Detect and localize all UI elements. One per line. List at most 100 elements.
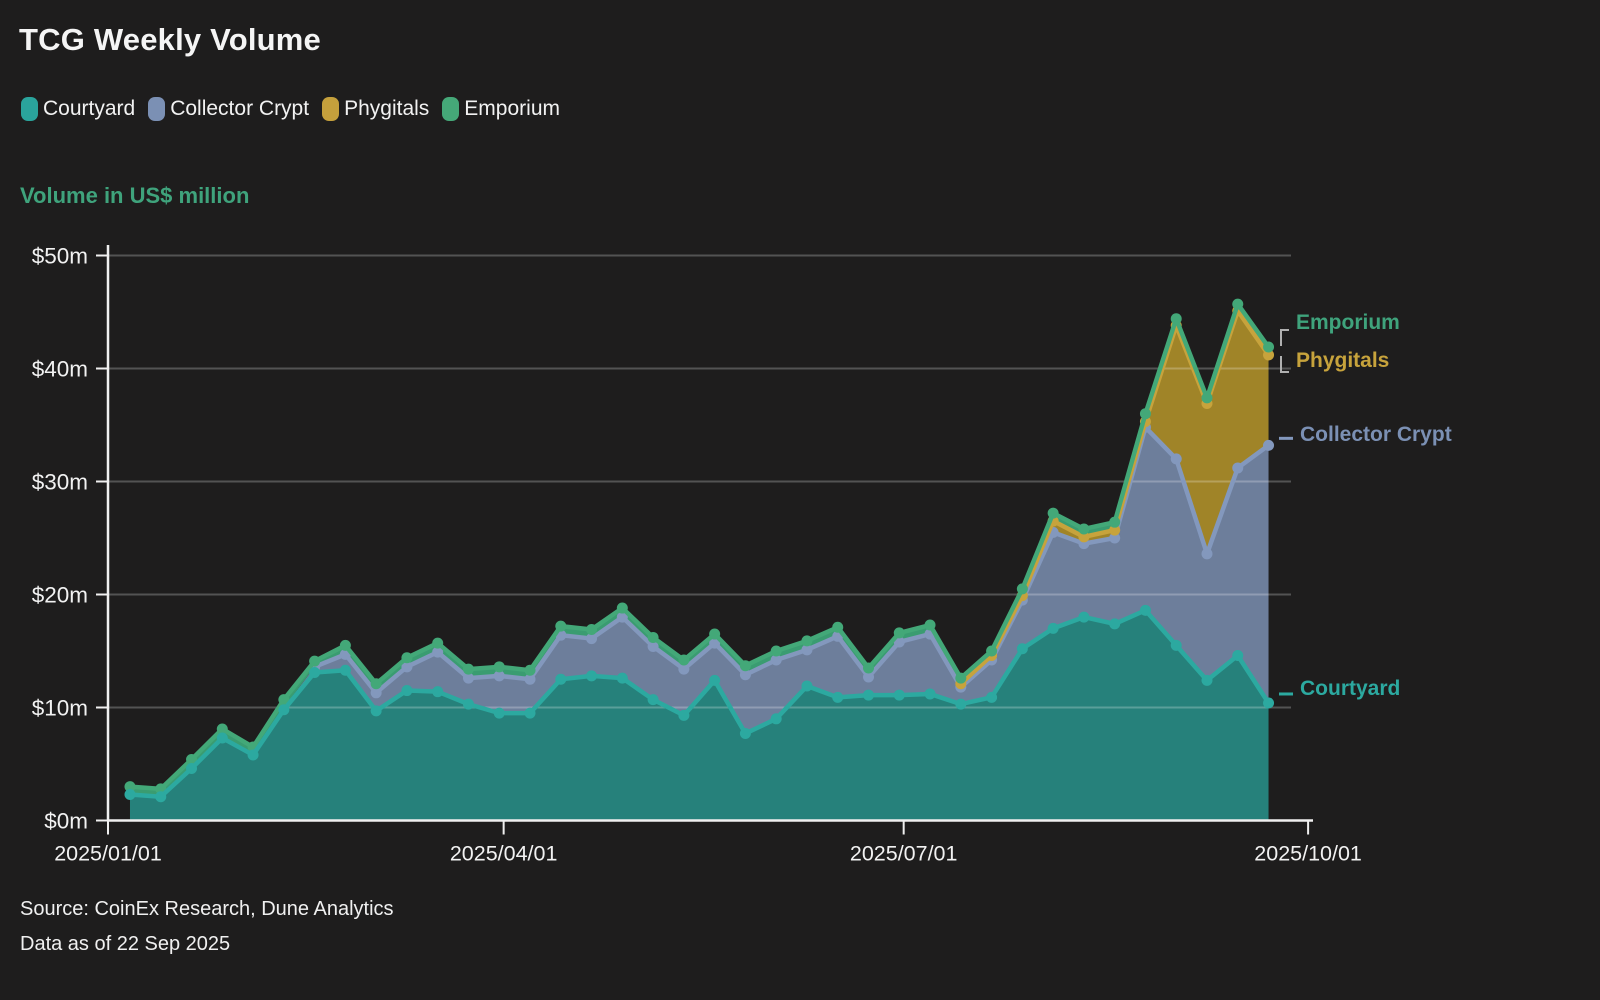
legend-item-courtyard[interactable]: Courtyard: [21, 97, 135, 121]
point-collector-crypt: [616, 611, 628, 623]
series-end-label-courtyard: Courtyard: [1300, 677, 1401, 700]
point-courtyard: [1170, 639, 1182, 651]
point-courtyard: [924, 688, 936, 700]
point-collector-crypt: [432, 646, 444, 658]
y-tick-label: $10m: [32, 696, 88, 721]
line-emporium: [127, 301, 1271, 792]
point-courtyard: [247, 749, 259, 761]
point-collector-crypt: [493, 670, 505, 682]
point-collector-crypt: [709, 637, 721, 649]
point-emporium: [186, 753, 198, 765]
point-phygitals: [1263, 349, 1275, 361]
point-emporium: [924, 619, 936, 631]
point-courtyard: [770, 713, 782, 725]
point-courtyard: [462, 698, 474, 710]
point-courtyard: [986, 691, 998, 703]
point-emporium: [647, 631, 659, 643]
phygitals-bracket: [1280, 355, 1289, 373]
x-tick-label: 2025/07/01: [850, 842, 958, 866]
page-title: TCG Weekly Volume: [19, 22, 322, 57]
x-tick-label: 2025/10/01: [1254, 842, 1362, 866]
point-collector-crypt: [462, 672, 474, 684]
y-tick-label: $20m: [32, 583, 88, 608]
x-tick-label: 2025/04/01: [450, 842, 558, 866]
point-courtyard: [678, 709, 690, 721]
point-emporium: [1201, 392, 1213, 404]
point-emporium: [1232, 298, 1244, 310]
series-end-label-collector-crypt: Collector Crypt: [1300, 423, 1452, 446]
point-emporium: [1016, 583, 1028, 595]
point-emporium: [770, 645, 782, 657]
point-emporium: [955, 672, 967, 684]
point-courtyard: [586, 670, 598, 682]
point-courtyard: [401, 685, 413, 697]
point-courtyard: [155, 791, 167, 803]
point-collector-crypt: [401, 661, 413, 673]
emporium-swatch-icon: [442, 97, 460, 121]
point-courtyard: [493, 707, 505, 719]
point-courtyard: [432, 686, 444, 698]
point-courtyard: [555, 673, 567, 685]
point-emporium: [309, 655, 321, 667]
point-collector-crypt: [1232, 462, 1244, 474]
point-courtyard: [863, 689, 875, 701]
point-emporium: [986, 645, 998, 657]
point-courtyard: [278, 704, 290, 716]
point-emporium: [216, 723, 228, 735]
point-emporium: [1047, 507, 1059, 519]
point-collector-crypt: [1201, 548, 1213, 560]
point-courtyard: [1109, 618, 1121, 630]
source-note: Source: CoinEx Research, Dune Analytics …: [20, 892, 394, 962]
y-tick-label: $50m: [32, 244, 88, 269]
area-collector-crypt: [129, 427, 1269, 797]
point-collector-crypt: [647, 640, 659, 652]
emporium-bracket: [1280, 329, 1289, 347]
point-emporium: [278, 694, 290, 706]
point-collector-crypt: [1109, 532, 1121, 544]
area-courtyard: [129, 610, 1269, 821]
point-collector-crypt: [1170, 453, 1182, 465]
point-collector-crypt: [586, 633, 598, 645]
point-phygitals: [1078, 531, 1090, 543]
legend: Courtyard Collector Crypt Phygitals Empo…: [21, 97, 560, 121]
point-courtyard: [370, 705, 382, 717]
legend-item-phygitals[interactable]: Phygitals: [322, 97, 429, 121]
point-collector-crypt: [770, 654, 782, 666]
point-collector-crypt: [739, 669, 751, 681]
point-collector-crypt: [1263, 439, 1275, 451]
point-courtyard: [1078, 611, 1090, 623]
collector-crypt-swatch-icon: [148, 97, 166, 121]
legend-label: Collector Crypt: [170, 97, 310, 120]
legend-label: Phygitals: [344, 97, 430, 120]
point-courtyard: [524, 707, 536, 719]
point-courtyard: [124, 789, 136, 801]
y-tick-label: $40m: [32, 357, 88, 382]
point-emporium: [401, 652, 413, 664]
point-courtyard: [1232, 650, 1244, 662]
point-emporium: [555, 620, 567, 632]
point-courtyard: [709, 674, 721, 686]
y-tick-label: $30m: [32, 470, 88, 495]
point-courtyard: [1016, 643, 1028, 655]
series-end-label-phygitals: Phygitals: [1296, 349, 1390, 372]
point-emporium: [493, 661, 505, 673]
point-emporium: [893, 627, 905, 639]
point-courtyard: [1139, 604, 1151, 616]
point-emporium: [586, 624, 598, 636]
y-tick-label: $0m: [44, 809, 88, 834]
point-collector-crypt: [801, 644, 813, 656]
point-emporium: [462, 663, 474, 675]
point-emporium: [1263, 341, 1275, 353]
point-collector-crypt: [863, 671, 875, 683]
point-collector-crypt: [678, 663, 690, 675]
legend-label: Courtyard: [43, 97, 136, 120]
point-courtyard: [309, 666, 321, 678]
series-end-label-emporium: Emporium: [1296, 311, 1400, 334]
point-emporium: [616, 602, 628, 614]
point-courtyard: [832, 691, 844, 703]
point-collector-crypt: [370, 687, 382, 699]
point-emporium: [863, 662, 875, 674]
legend-item-emporium[interactable]: Emporium: [442, 97, 560, 121]
legend-item-collector-crypt[interactable]: Collector Crypt: [148, 97, 309, 121]
point-courtyard: [801, 680, 813, 692]
